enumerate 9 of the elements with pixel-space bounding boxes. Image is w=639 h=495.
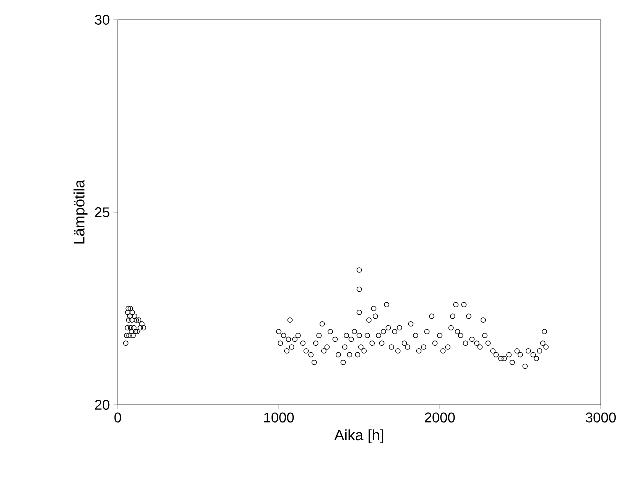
- x-axis-title: Aika [h]: [334, 430, 384, 444]
- x-tick-label: 2000: [425, 412, 456, 423]
- y-tick-label: 20: [95, 400, 110, 410]
- y-tick-label: 25: [95, 208, 110, 218]
- y-axis-title: Lämpötila: [74, 180, 88, 244]
- x-tick-label: 3000: [586, 412, 616, 423]
- x-tick-label: 1000: [264, 412, 294, 423]
- y-tick-label: 30: [95, 15, 110, 25]
- x-tick-label: 0: [114, 412, 122, 423]
